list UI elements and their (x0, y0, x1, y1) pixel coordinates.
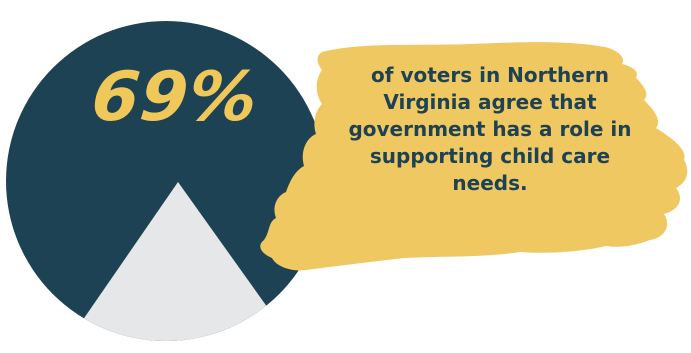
paint-brush-stroke (260, 42, 688, 271)
stat-description: of voters in Northern Virginia agree tha… (348, 63, 632, 195)
mountain-triangle (60, 182, 300, 341)
stat-circle (6, 21, 326, 341)
stat-value: 69% (87, 58, 262, 137)
